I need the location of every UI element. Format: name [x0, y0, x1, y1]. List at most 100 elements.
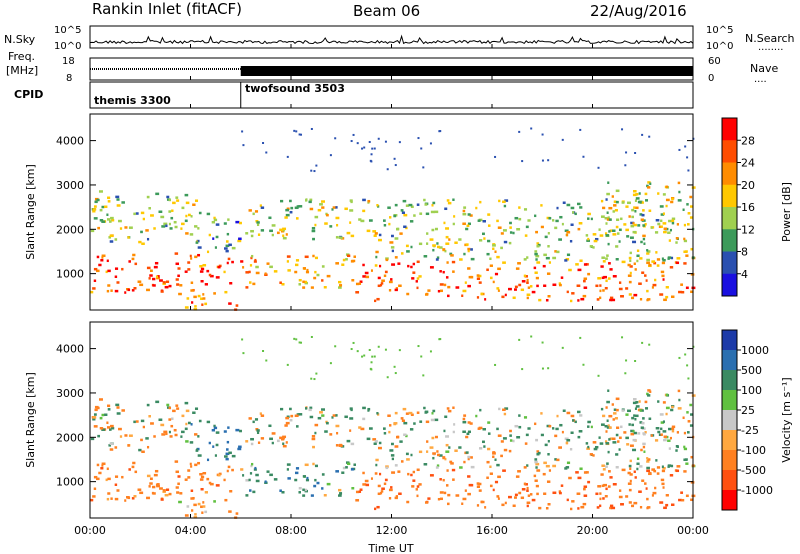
velocity-cell: [446, 469, 449, 472]
power-cell: [281, 283, 285, 286]
power-cell: [99, 208, 103, 212]
velocity-cell: [335, 444, 339, 447]
power-cell: [624, 164, 627, 167]
velocity-cell: [104, 413, 108, 417]
power-cell: [198, 211, 202, 215]
velocity-cell: [194, 513, 197, 516]
power-cell: [607, 277, 611, 280]
velocity-cell: [116, 406, 120, 409]
velocity-cell: [213, 424, 216, 428]
velocity-cell: [521, 488, 526, 491]
power-cell: [127, 236, 130, 239]
velocity-cell: [160, 498, 164, 501]
power-cell: [213, 218, 218, 222]
power-cell: [106, 289, 110, 293]
power-cell: [399, 232, 403, 235]
power-cell: [378, 264, 382, 268]
velocity-cell: [265, 359, 268, 362]
velocity-cell: [524, 442, 528, 445]
power-cell: [520, 288, 525, 292]
velocity-cell: [678, 356, 681, 359]
power-cell: [379, 283, 383, 287]
power-cell: [371, 147, 374, 150]
power-cell: [451, 260, 456, 264]
power-cell: [629, 265, 633, 268]
power-cell: [626, 235, 630, 238]
velocity-cell: [190, 423, 193, 426]
power-cell: [675, 261, 680, 265]
power-cell: [556, 206, 559, 210]
power-cell: [321, 265, 325, 268]
power-cell: [355, 291, 360, 294]
velocity-cell: [387, 414, 391, 417]
velocity-cell: [534, 422, 537, 426]
velocity-cell: [131, 465, 135, 469]
velocity-cell: [150, 422, 154, 425]
power-cell: [684, 145, 687, 148]
velocity-cell: [202, 501, 205, 504]
power-cell: [255, 271, 260, 275]
power-cell: [662, 258, 666, 262]
velocity-cell: [497, 434, 502, 437]
power-cell: [359, 280, 363, 283]
power-cell: [93, 217, 98, 220]
power-cell: [185, 232, 189, 235]
power-cell: [412, 262, 416, 266]
power-cell: [133, 212, 136, 216]
power-cell: [248, 209, 252, 212]
velocity-cell: [156, 483, 160, 486]
velocity-cell: [642, 442, 646, 446]
velocity-cell: [298, 413, 303, 416]
power-cell: [259, 204, 262, 207]
power-cell: [410, 245, 413, 249]
power-cell: [114, 238, 118, 241]
power-cell: [671, 217, 676, 221]
velocity-cell: [286, 463, 291, 466]
velocity-cell: [245, 494, 249, 497]
velocity-cell: [92, 416, 97, 419]
power-cell: [462, 209, 466, 213]
power-cell: [558, 238, 562, 241]
velocity-cell: [579, 414, 583, 417]
power-cell: [375, 255, 378, 259]
power-cell: [310, 286, 314, 289]
power-cell: [535, 276, 539, 280]
velocity-cell: [635, 405, 640, 408]
power-cell: [434, 227, 438, 231]
velocity-cell: [109, 442, 114, 446]
velocity-cell: [163, 430, 168, 434]
power-cell: [161, 225, 166, 228]
velocity-cell: [523, 466, 527, 469]
power-cell: [628, 256, 632, 260]
power-cell: [467, 247, 471, 251]
power-cell: [254, 210, 259, 213]
velocity-cell: [593, 447, 598, 451]
power-cell: [487, 213, 491, 216]
power-cell: [200, 297, 203, 301]
velocity-cell: [169, 435, 173, 438]
power-cell: [368, 219, 373, 222]
velocity-cell: [99, 416, 103, 420]
power-cell: [447, 294, 450, 298]
velocity-cell: [458, 446, 462, 449]
power-cell: [452, 270, 455, 273]
velocity-cell: [542, 472, 546, 476]
power-cell: [342, 258, 346, 262]
power-cell: [429, 266, 434, 269]
power-cell: [114, 289, 119, 293]
velocity-cell: [194, 463, 198, 467]
power-cell: [628, 280, 632, 284]
power-cell: [141, 242, 145, 246]
power-cell: [197, 246, 202, 249]
power-cell: [192, 203, 196, 206]
power-cell: [158, 210, 163, 214]
velocity-cell: [358, 490, 362, 493]
velocity-cell: [394, 464, 398, 467]
velocity-cell: [635, 414, 639, 418]
power-cell: [196, 239, 200, 243]
power-cell: [316, 273, 320, 277]
power-cell: [654, 231, 659, 234]
velocity-cell: [226, 440, 230, 444]
